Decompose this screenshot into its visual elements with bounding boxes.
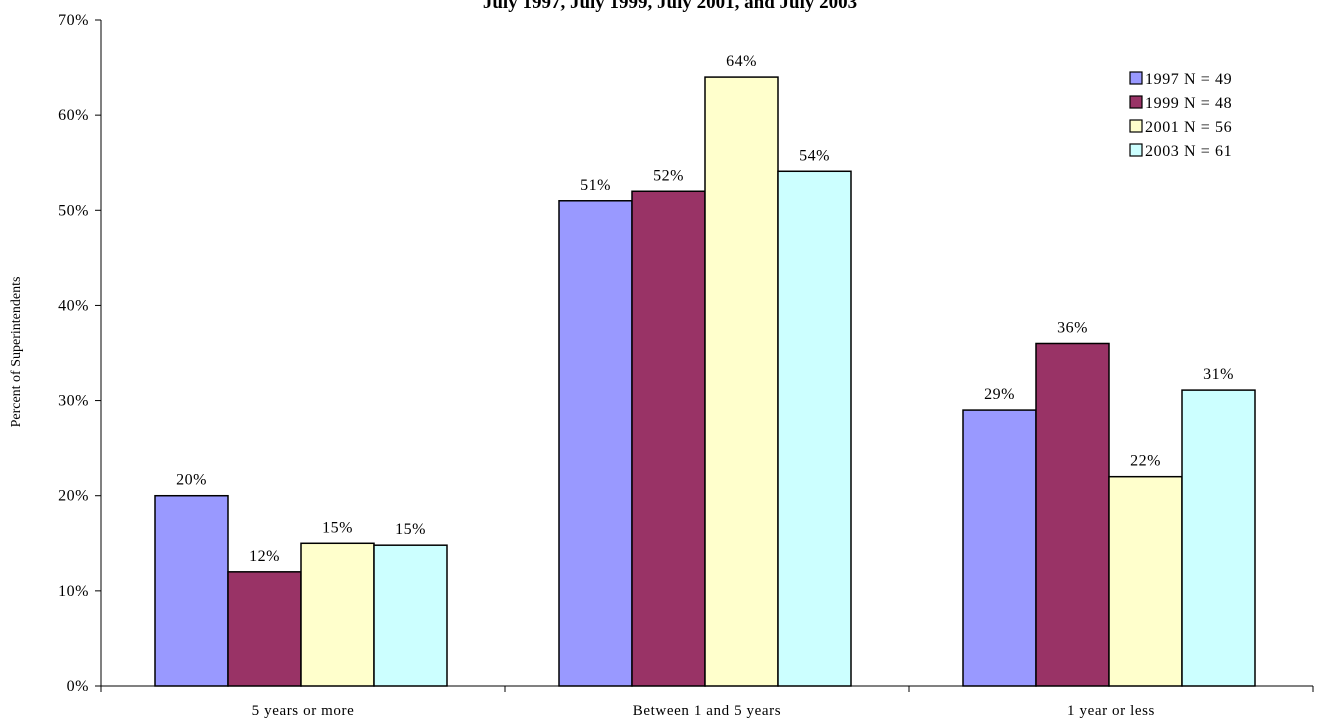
x-tick-label: 5 years or more: [252, 703, 355, 719]
y-tick-label: 0%: [67, 678, 89, 695]
bar: [1181, 389, 1256, 687]
bar: [1035, 342, 1110, 687]
chart-title: July 1997, July 1999, July 2001, and Jul…: [483, 0, 857, 13]
x-tick-label: 1 year or less: [1067, 703, 1155, 719]
y-tick-label: 50%: [58, 202, 89, 219]
bar: [1108, 475, 1183, 687]
y-tick-label: 30%: [58, 393, 89, 410]
x-tick-label: Between 1 and 5 years: [633, 703, 781, 719]
y-axis-title: Percent of Superintendents: [9, 277, 24, 428]
legend-label: 1997 N = 49: [1145, 71, 1232, 88]
legend-label: 2001 N = 56: [1145, 119, 1232, 136]
legend-label: 1999 N = 48: [1145, 95, 1232, 112]
data-label: 54%: [799, 147, 830, 164]
bar: [300, 542, 375, 687]
bar: [373, 544, 448, 687]
legend: 1997 N = 49 1999 N = 48 2001 N = 56 2003 N …: [1129, 71, 1232, 160]
bar: [704, 76, 779, 687]
legend-swatch: [1129, 119, 1143, 133]
data-label: 15%: [395, 521, 426, 538]
y-tick-label: 40%: [58, 297, 89, 314]
data-label: 52%: [653, 167, 684, 184]
y-tick-label: 70%: [58, 12, 89, 29]
bar: [631, 190, 706, 687]
data-label: 51%: [580, 177, 611, 194]
bar: [154, 494, 229, 687]
data-label: 31%: [1203, 366, 1234, 383]
bar: [227, 571, 302, 687]
legend-label: 2003 N = 61: [1145, 143, 1232, 160]
bar: [962, 409, 1037, 687]
data-label: 15%: [322, 519, 353, 536]
data-label: 20%: [176, 472, 207, 489]
data-label: 64%: [726, 53, 757, 70]
legend-swatch: [1129, 95, 1143, 109]
y-tick-label: 10%: [58, 583, 89, 600]
bar: [777, 170, 852, 687]
data-label: 12%: [249, 548, 280, 565]
y-tick-label: 20%: [58, 488, 89, 505]
bar: [558, 200, 633, 687]
data-label: 36%: [1057, 319, 1088, 336]
data-label: 22%: [1130, 453, 1161, 470]
data-label: 29%: [984, 386, 1015, 403]
legend-swatch: [1129, 143, 1143, 157]
plot-area: 20% 51% 29% 12% 52% 36% 15% 64% 22% 15% 54% 31% 0% 10…: [58, 12, 1314, 719]
y-tick-label: 60%: [58, 107, 89, 124]
legend-swatch: [1129, 71, 1143, 85]
